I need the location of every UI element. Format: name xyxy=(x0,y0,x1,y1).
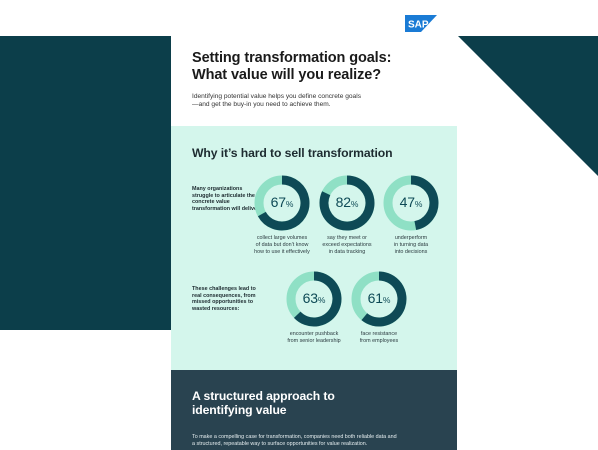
donut-value-arc xyxy=(257,175,310,231)
caption-line: say they meet or xyxy=(327,235,367,241)
why-section-title: Why it’s hard to sell transformation xyxy=(192,146,393,160)
stat-value-1: 67 xyxy=(270,194,286,210)
caption-line: exceed expectations xyxy=(322,241,372,248)
sap-logo: SAP xyxy=(405,15,437,32)
approach-body: To make a compelling case for transforma… xyxy=(192,434,436,447)
why-intro-text-2: These challenges lead to real consequenc… xyxy=(192,286,256,312)
stat-caption-2: say they meet or exceed expectations in … xyxy=(312,235,382,255)
caption-line: from employees xyxy=(359,337,399,344)
stat-caption-1: collect large volumes of data but don’t … xyxy=(247,235,317,255)
approach-title: A structured approach to identifying val… xyxy=(192,389,436,417)
donut-label-2: 82% xyxy=(312,194,382,212)
caption-line: face resistance xyxy=(360,331,398,337)
caption-line: how to use it effectively xyxy=(254,248,310,255)
percent-sign: % xyxy=(317,295,326,305)
stat-value-2: 82 xyxy=(335,194,351,210)
donut-chart-4 xyxy=(286,271,342,327)
stat-donut-4: 63% encounter pushback from senior leade… xyxy=(279,271,349,345)
document-page: Setting transformation goals: What value… xyxy=(171,36,457,450)
why-section: Why it’s hard to sell transformation Man… xyxy=(171,126,457,370)
caption-line: in turning data xyxy=(393,241,429,248)
percent-sign: % xyxy=(350,199,359,209)
page-subtitle: Identifying potential value helps you de… xyxy=(192,93,436,109)
approach-body-line-2: a structured, repeatable way to surface … xyxy=(192,440,368,447)
stat-donut-3: 47% underperform in turning data into de… xyxy=(376,175,446,255)
approach-body-line-1: To make a compelling case for transforma… xyxy=(192,434,397,440)
approach-title-line-1: A structured approach to xyxy=(192,389,335,403)
caption-line: from senior leadership xyxy=(287,337,341,344)
title-line-2: What value will you realize? xyxy=(192,67,381,83)
caption-line: encounter pushback xyxy=(289,331,339,337)
percent-sign: % xyxy=(285,199,294,209)
caption-line: collect large volumes xyxy=(256,235,308,241)
donut-label-4: 63% xyxy=(279,290,349,308)
stat-donut-1: 67% collect large volumes of data but do… xyxy=(247,175,317,255)
caption-line: of data but don’t know xyxy=(255,241,309,248)
stat-value-5: 61 xyxy=(367,290,383,306)
donut-chart-3 xyxy=(383,175,439,231)
percent-sign: % xyxy=(382,295,391,305)
caption-line: in data tracking xyxy=(328,248,366,255)
sap-logo-text: SAP xyxy=(408,20,429,31)
donut-value-arc xyxy=(319,175,375,231)
approach-title-line-2: identifying value xyxy=(192,402,287,417)
title-line-1: Setting transformation goals: xyxy=(192,50,392,66)
donut-label-3: 47% xyxy=(376,194,446,212)
caption-line: into decisions xyxy=(394,248,428,255)
approach-section: A structured approach to identifying val… xyxy=(171,370,457,450)
caption-line: underperform xyxy=(394,235,428,241)
stat-caption-4: encounter pushback from senior leadershi… xyxy=(279,331,349,345)
donut-chart-1 xyxy=(254,175,310,231)
donut-value-arc xyxy=(410,175,439,231)
stat-caption-5: face resistance from employees xyxy=(344,331,414,345)
donut-label-1: 67% xyxy=(247,194,317,212)
background-teal-triangle xyxy=(458,36,598,176)
stat-caption-3: underperform in turning data into decisi… xyxy=(376,235,446,255)
subtitle-line-2: —and get the buy-in you need to achieve … xyxy=(192,101,331,109)
donut-value-arc xyxy=(361,271,407,327)
stat-value-3: 47 xyxy=(399,194,415,210)
donut-chart-5 xyxy=(351,271,407,327)
donut-chart-2 xyxy=(319,175,375,231)
donut-value-arc xyxy=(293,271,342,327)
stat-donut-5: 61% face resistance from employees xyxy=(344,271,414,345)
why-intro-text-1: Many organizations struggle to articulat… xyxy=(192,186,261,212)
stat-donut-2: 82% say they meet or exceed expectations… xyxy=(312,175,382,255)
donut-label-5: 61% xyxy=(344,290,414,308)
page-title: Setting transformation goals: What value… xyxy=(192,50,436,84)
stat-value-4: 63 xyxy=(302,290,318,306)
document-header: Setting transformation goals: What value… xyxy=(171,36,457,126)
subtitle-line-1: Identifying potential value helps you de… xyxy=(192,93,361,100)
percent-sign: % xyxy=(414,199,423,209)
